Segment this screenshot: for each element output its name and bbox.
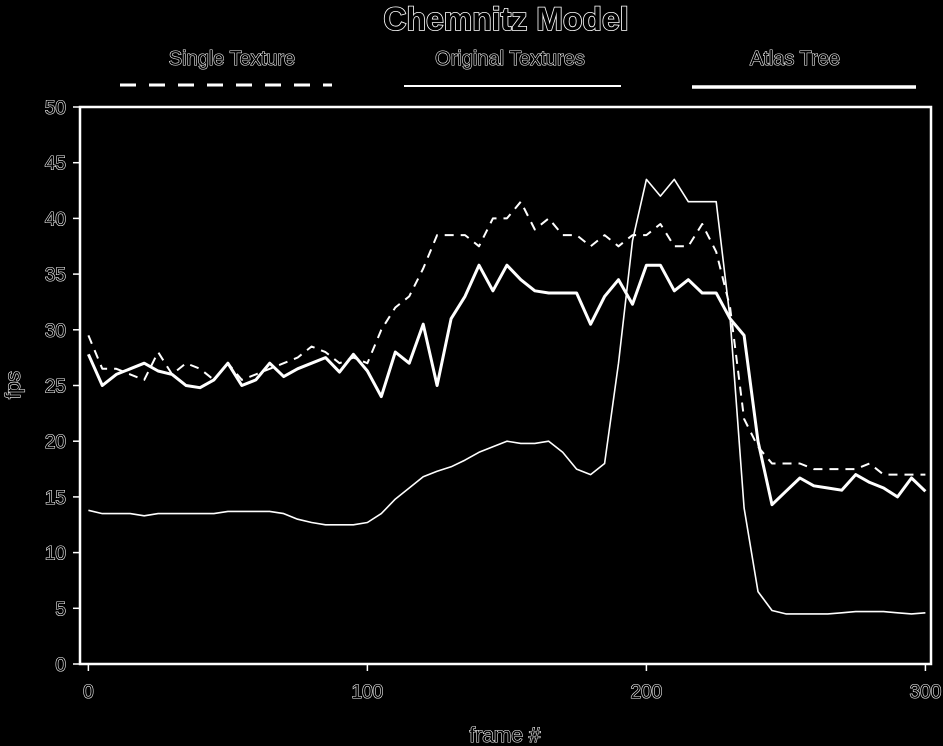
x-axis-label: frame # <box>469 724 541 746</box>
legend-label-original-textures: Original Textures <box>435 48 585 70</box>
x-tick-label: 200 <box>631 682 663 703</box>
x-tick-label: 0 <box>83 682 94 703</box>
y-tick-label: 20 <box>45 432 66 453</box>
x-axis: 0 100 200 300 <box>83 664 942 704</box>
chart-title: Chemnitz Model <box>383 1 628 37</box>
x-tick-label: 300 <box>910 682 942 703</box>
y-tick-label: 25 <box>45 377 66 398</box>
y-axis: 0 5 10 15 20 25 30 35 40 45 50 <box>44 97 80 677</box>
legend-label-single-texture: Single Texture <box>169 48 295 70</box>
plot-area <box>78 105 933 666</box>
legend-label-atlas-tree: Atlas Tree <box>750 48 840 70</box>
y-tick-label: 0 <box>55 655 66 676</box>
series-line-atlas-tree <box>87 263 927 507</box>
series-layer <box>87 178 927 615</box>
y-tick-label: 5 <box>55 599 66 620</box>
y-tick-label: 30 <box>45 321 66 342</box>
y-tick-label: 50 <box>45 98 66 119</box>
y-tick-label: 45 <box>45 154 66 175</box>
y-tick-label: 40 <box>45 209 66 230</box>
y-tick-label: 10 <box>45 544 66 565</box>
series-line-original-textures <box>88 178 926 615</box>
y-tick-label: 35 <box>45 265 66 286</box>
series-line-single-texture <box>87 200 926 476</box>
y-tick-label: 15 <box>45 488 66 509</box>
x-tick-label: 100 <box>352 682 384 703</box>
y-axis-label: fps <box>2 371 25 399</box>
